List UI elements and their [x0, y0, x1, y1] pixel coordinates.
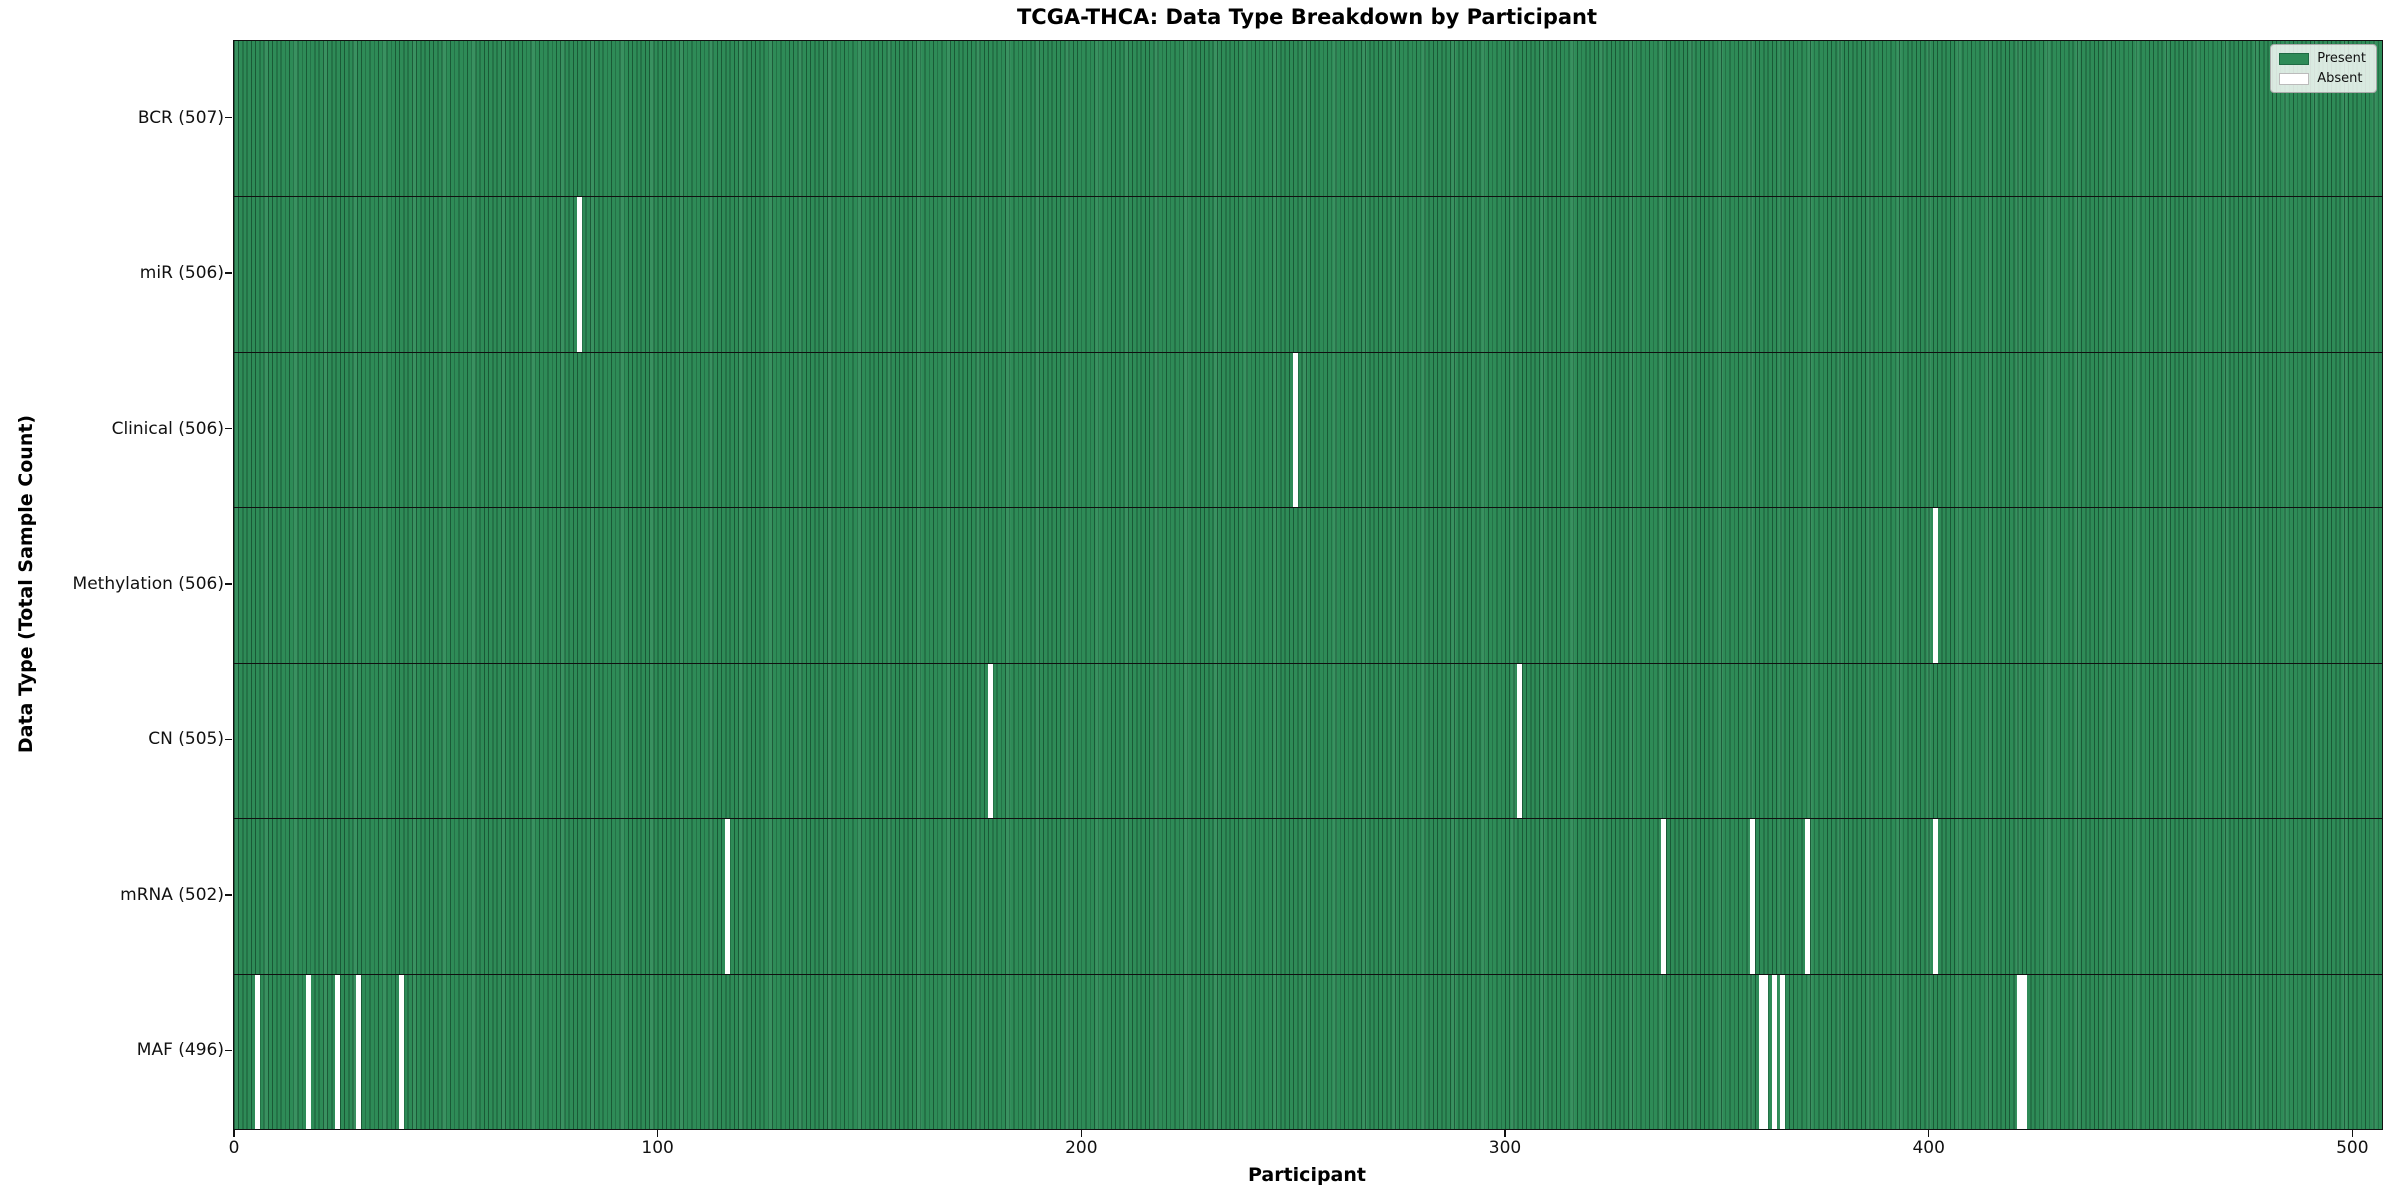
- y-tick-mark: [225, 894, 232, 896]
- absent-gap: [1805, 819, 1811, 974]
- chart-title: TCGA-THCA: Data Type Breakdown by Partic…: [1016, 5, 1598, 29]
- absent-gap: [725, 819, 731, 974]
- y-tick-label-BCR: BCR (507): [137, 107, 224, 128]
- y-tick-mark: [225, 116, 232, 119]
- row-BCR: [234, 41, 2382, 197]
- y-tick-label-Clinical: Clinical (506): [111, 418, 224, 439]
- plot-area: Present Absent: [233, 40, 2383, 1130]
- x-tick-mark: [1504, 1129, 1506, 1137]
- absent-gap: [1758, 974, 1764, 1129]
- absent-gap: [1763, 974, 1769, 1129]
- x-tick-label-500: 500: [2336, 1138, 2369, 1158]
- x-tick-label-200: 200: [1065, 1138, 1098, 1158]
- y-tick-label-mRNA: mRNA (502): [120, 884, 224, 905]
- legend-item-absent: Absent: [2279, 71, 2366, 86]
- y-tick-label-Methylation: Methylation (506): [72, 574, 224, 594]
- absent-gap: [1661, 819, 1667, 974]
- y-tick-label-miR: miR (506): [139, 263, 224, 284]
- absent-gap: [1932, 508, 1938, 663]
- x-axis-label: Participant: [1247, 1164, 1366, 1186]
- absent-gap: [1771, 974, 1777, 1129]
- absent-gap: [398, 974, 404, 1129]
- y-tick-mark: [225, 583, 232, 585]
- x-tick-label-0: 0: [228, 1138, 240, 1158]
- x-tick-label-300: 300: [1488, 1138, 1522, 1158]
- y-tick-mark: [225, 427, 232, 430]
- x-tick-label-100: 100: [641, 1138, 674, 1158]
- absent-gap: [1779, 974, 1786, 1129]
- present-swatch-icon: [2279, 52, 2310, 65]
- absent-swatch-icon: [2279, 72, 2310, 85]
- x-tick-mark: [1080, 1129, 1083, 1137]
- row-CN: [234, 662, 2382, 819]
- row-MAF: [234, 973, 2382, 1129]
- y-tick-label-CN: CN (505): [148, 729, 224, 750]
- y-tick-label-MAF: MAF (496): [136, 1040, 224, 1061]
- absent-gap: [1292, 352, 1298, 508]
- absent-gap: [987, 663, 993, 819]
- row-Clinical: [234, 351, 2382, 508]
- absent-gap: [2021, 974, 2027, 1129]
- absent-gap: [305, 974, 311, 1129]
- absent-gap: [335, 974, 341, 1129]
- x-tick-mark: [233, 1129, 235, 1137]
- absent-gap: [2017, 974, 2023, 1129]
- y-tick-mark: [225, 272, 232, 274]
- absent-gap: [356, 974, 362, 1129]
- absent-gap: [576, 197, 582, 352]
- x-tick-mark: [2351, 1129, 2354, 1137]
- legend: Present Absent: [2270, 44, 2377, 93]
- absent-gap: [1517, 663, 1523, 819]
- x-tick-mark: [1927, 1129, 1930, 1137]
- absent-gap: [1932, 819, 1938, 974]
- legend-item-present: Present: [2279, 51, 2366, 66]
- x-tick-mark: [656, 1129, 659, 1137]
- absent-gap: [254, 974, 260, 1129]
- y-tick-mark: [225, 738, 232, 741]
- row-Methylation: [234, 507, 2382, 663]
- absent-gap: [1750, 819, 1756, 974]
- y-tick-mark: [225, 1049, 232, 1052]
- legend-label-present: Present: [2317, 51, 2366, 66]
- row-miR: [234, 196, 2382, 352]
- y-axis-label: Data Type (Total Sample Count): [15, 414, 37, 754]
- legend-label-absent: Absent: [2317, 71, 2363, 86]
- row-mRNA: [234, 818, 2382, 974]
- x-tick-label-400: 400: [1912, 1138, 1945, 1158]
